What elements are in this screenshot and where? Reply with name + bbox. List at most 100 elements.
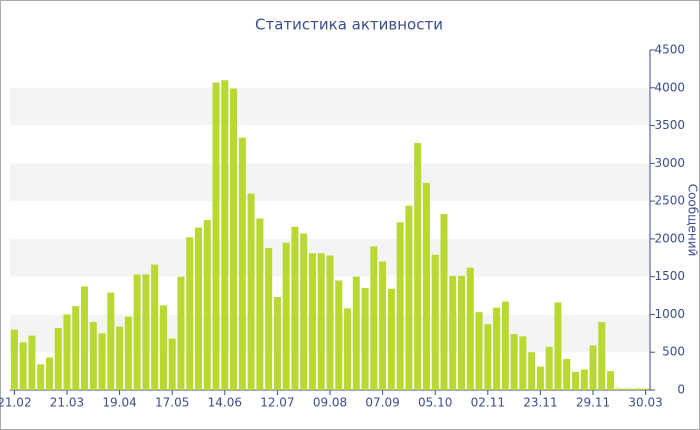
chart-title: Статистика активности: [255, 16, 443, 34]
bar: [186, 237, 194, 390]
y-tick-label: 0: [677, 383, 685, 397]
bar: [221, 80, 229, 390]
y-tick-label: 2500: [654, 194, 685, 208]
bar: [352, 276, 360, 390]
bar: [247, 193, 255, 390]
y-tick-label: 1000: [654, 307, 685, 321]
bar: [361, 288, 369, 390]
bar: [528, 352, 536, 390]
bar: [475, 312, 483, 390]
bar: [194, 227, 202, 390]
x-tick-label: 19.04: [102, 396, 136, 410]
bar: [19, 342, 27, 390]
x-tick-label: 17.05: [155, 396, 189, 410]
y-tick-label: 2000: [654, 231, 685, 245]
bar: [282, 242, 290, 390]
grid-band: [10, 87, 650, 126]
bar: [116, 326, 124, 390]
bar: [63, 314, 71, 390]
bar: [89, 322, 97, 390]
bar: [484, 324, 492, 390]
bar: [379, 261, 387, 390]
bar: [54, 328, 62, 390]
bar: [256, 218, 264, 390]
x-tick-label: 30.03: [628, 396, 662, 410]
bar: [45, 357, 53, 390]
bar: [501, 301, 509, 390]
bar: [72, 306, 80, 390]
bar: [124, 316, 132, 390]
bar: [344, 308, 352, 390]
x-tick-label: 07.09: [365, 396, 399, 410]
bar: [493, 307, 501, 390]
x-tick-label: 21.02: [0, 396, 32, 410]
x-tick-label: 05.10: [418, 396, 452, 410]
bar: [642, 388, 650, 390]
bar: [624, 388, 632, 390]
bar: [335, 280, 343, 390]
bar: [212, 82, 220, 390]
bar: [396, 222, 404, 390]
bar: [510, 334, 518, 390]
bar: [370, 246, 378, 390]
x-tick-label: 02.11: [471, 396, 505, 410]
y-tick-label: 4500: [654, 43, 685, 57]
bar: [273, 297, 281, 390]
bar: [230, 88, 238, 391]
bar: [598, 322, 606, 390]
bar: [28, 335, 36, 390]
bar: [580, 369, 588, 390]
bar: [607, 371, 615, 390]
bar: [159, 305, 167, 390]
bar: [151, 264, 159, 390]
bar: [422, 182, 430, 390]
bar: [589, 345, 597, 390]
bar: [37, 364, 45, 390]
x-tick-label: 12.07: [260, 396, 294, 410]
bar: [168, 338, 176, 390]
bar: [449, 275, 457, 390]
y-axis-label: Сообщений: [686, 184, 700, 257]
bar: [545, 346, 553, 390]
bar: [431, 254, 439, 390]
y-tick-label: 3500: [654, 118, 685, 132]
bar: [466, 267, 474, 390]
bar: [300, 233, 308, 390]
grid-band: [10, 163, 650, 202]
bar: [326, 255, 334, 390]
bar: [387, 288, 395, 390]
bar: [265, 247, 273, 390]
bar: [203, 220, 211, 390]
y-tick-label: 4000: [654, 80, 685, 94]
bar: [405, 205, 413, 390]
bar: [414, 142, 422, 390]
bar: [615, 388, 623, 390]
x-tick-label: 23.11: [523, 396, 557, 410]
bar: [519, 336, 527, 390]
bar: [308, 253, 316, 390]
bar: [554, 302, 562, 390]
x-tick-label: 29.11: [576, 396, 610, 410]
x-tick-label: 09.08: [313, 396, 347, 410]
bar: [10, 329, 18, 390]
x-tick-label: 21.03: [50, 396, 84, 410]
bar: [633, 388, 641, 390]
y-tick-label: 3000: [654, 156, 685, 170]
bar: [238, 137, 246, 390]
bar: [458, 275, 466, 390]
bar: [133, 274, 141, 390]
bar: [107, 292, 115, 390]
bar: [98, 333, 106, 390]
y-tick-label: 500: [662, 345, 685, 359]
bar: [177, 276, 185, 390]
y-tick-label: 1500: [654, 269, 685, 283]
x-tick-label: 14.06: [208, 396, 242, 410]
bar: [536, 366, 544, 390]
bar: [291, 226, 299, 390]
bar: [440, 213, 448, 390]
bar: [142, 274, 150, 390]
bar: [563, 359, 571, 390]
bar: [81, 286, 89, 390]
